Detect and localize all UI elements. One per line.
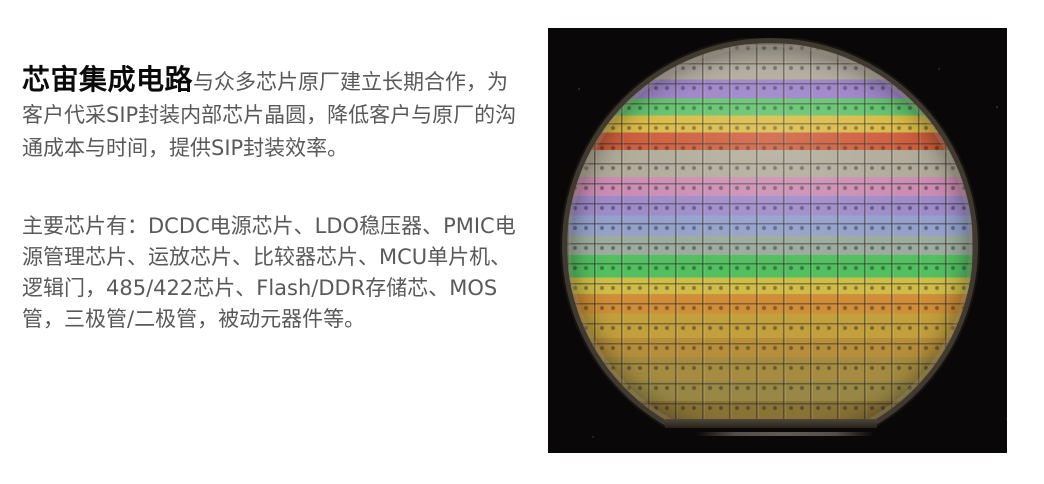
wafer-clip <box>548 38 1007 428</box>
intro-text: 与众多芯片原厂建立长期合作，为客户代采SIP封装内部芯片晶圆，降低客户与原厂的沟… <box>22 70 517 160</box>
chips-paragraph: 主要芯片有：DCDC电源芯片、LDO稳压器、PMIC电源管理芯片、运放芯片、比较… <box>22 214 516 331</box>
wafer-flat-reflection <box>696 432 874 436</box>
wafer-flat-bevel <box>665 419 877 428</box>
wafer <box>562 38 978 428</box>
silicon-wafer-photo <box>548 28 1007 453</box>
background-specks <box>578 88 580 90</box>
brand-name: 芯宙集成电路 <box>22 63 194 96</box>
company-description: 芯宙集成电路与众多芯片原厂建立长期合作，为客户代采SIP封装内部芯片晶圆，降低客… <box>22 63 520 335</box>
intro-paragraph: 芯宙集成电路与众多芯片原厂建立长期合作，为客户代采SIP封装内部芯片晶圆，降低客… <box>22 63 520 165</box>
